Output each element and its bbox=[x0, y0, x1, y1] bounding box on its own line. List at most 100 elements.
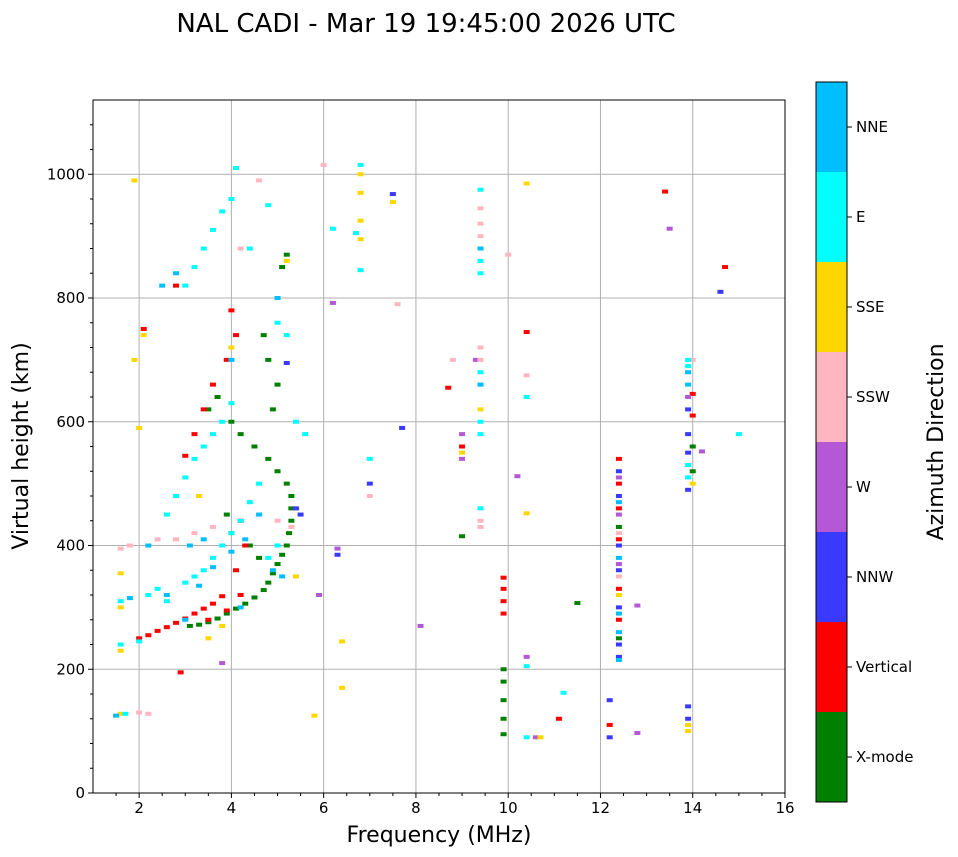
y-tick-label: 800 bbox=[56, 289, 85, 307]
data-point-x-mode bbox=[689, 469, 696, 474]
plot-area bbox=[93, 100, 785, 793]
data-point-sse bbox=[117, 571, 124, 576]
data-point-x-mode bbox=[283, 481, 290, 486]
data-point-nnw bbox=[685, 450, 692, 455]
data-point-vertical bbox=[191, 611, 198, 616]
data-point-ssw bbox=[256, 178, 263, 183]
data-point-x-mode bbox=[574, 601, 581, 606]
data-point-sse bbox=[339, 685, 346, 690]
grid-lines bbox=[93, 100, 786, 794]
data-point-vertical bbox=[615, 481, 622, 486]
data-point-nne bbox=[173, 271, 180, 276]
colorbar-segment-sse bbox=[816, 262, 847, 352]
colorbar-label: NNE bbox=[856, 118, 888, 136]
data-point-w bbox=[532, 735, 539, 740]
data-point-nnw bbox=[615, 568, 622, 573]
data-point-sse bbox=[292, 574, 299, 579]
data-point-x-mode bbox=[260, 333, 267, 338]
data-point-vertical bbox=[500, 611, 507, 616]
data-point-w bbox=[334, 546, 341, 551]
data-point-vertical bbox=[200, 407, 207, 412]
data-point-e bbox=[233, 166, 240, 171]
data-point-nnw bbox=[399, 425, 406, 430]
data-point-e bbox=[228, 197, 235, 201]
data-point-e bbox=[209, 227, 216, 232]
data-point-w bbox=[615, 475, 622, 480]
data-point-sse bbox=[357, 190, 364, 195]
data-point-ssw bbox=[209, 524, 216, 529]
data-point-e bbox=[560, 690, 567, 695]
data-point-sse bbox=[685, 722, 692, 727]
data-point-ssw bbox=[366, 494, 373, 498]
data-point-e bbox=[477, 419, 484, 424]
data-point-sse bbox=[357, 237, 364, 242]
data-point-ssw bbox=[477, 221, 484, 226]
data-point-ssw bbox=[126, 543, 133, 548]
data-point-x-mode bbox=[615, 524, 622, 529]
data-point-ssw bbox=[117, 546, 124, 551]
data-point-vertical bbox=[223, 357, 230, 362]
data-point-ssw bbox=[689, 357, 696, 362]
data-point-e bbox=[274, 320, 281, 325]
data-point-e bbox=[173, 494, 180, 498]
data-point-e bbox=[352, 231, 359, 236]
data-point-ssw bbox=[477, 206, 484, 211]
data-point-nnw bbox=[615, 494, 622, 498]
data-point-w bbox=[472, 357, 479, 362]
data-point-x-mode bbox=[251, 444, 258, 449]
data-point-vertical bbox=[205, 617, 212, 622]
data-point-nnw bbox=[366, 481, 373, 486]
data-point-x-mode bbox=[205, 407, 212, 412]
data-point-vertical bbox=[500, 599, 507, 604]
data-point-w bbox=[417, 623, 424, 628]
data-point-ssw bbox=[615, 531, 622, 536]
data-point-w bbox=[615, 562, 622, 567]
data-point-x-mode bbox=[286, 531, 293, 536]
colorbar-frame bbox=[815, 81, 848, 803]
colorbar-segment-e bbox=[816, 172, 847, 262]
data-point-e bbox=[523, 664, 530, 669]
data-point-nne bbox=[237, 605, 244, 610]
data-point-e bbox=[246, 500, 253, 505]
data-point-e bbox=[200, 246, 207, 251]
data-point-x-mode bbox=[223, 611, 230, 616]
data-point-vertical bbox=[615, 586, 622, 591]
data-point-e bbox=[219, 543, 226, 548]
data-point-x-mode bbox=[205, 620, 212, 625]
data-point-vertical bbox=[722, 265, 729, 270]
data-point-nne bbox=[228, 357, 235, 362]
data-point-vertical bbox=[606, 722, 613, 727]
data-point-e bbox=[685, 475, 692, 480]
data-point-e bbox=[477, 432, 484, 437]
data-point-w bbox=[514, 474, 521, 479]
x-tick-label: 12 bbox=[591, 799, 610, 817]
data-point-sse bbox=[117, 648, 124, 653]
data-point-ssw bbox=[145, 711, 152, 716]
data-point-nnw bbox=[685, 432, 692, 437]
data-point-x-mode bbox=[196, 622, 203, 627]
data-point-x-mode bbox=[269, 407, 276, 412]
data-point-sse bbox=[537, 735, 544, 740]
data-point-x-mode bbox=[500, 716, 507, 721]
data-point-ssw bbox=[191, 531, 198, 536]
data-point-x-mode bbox=[228, 419, 235, 424]
data-point-x-mode bbox=[242, 601, 249, 606]
data-point-vertical bbox=[662, 189, 669, 194]
data-point-nnw bbox=[615, 543, 622, 548]
data-point-sse bbox=[389, 200, 396, 205]
colorbar-segment-x-mode bbox=[816, 712, 847, 802]
data-point-sse bbox=[140, 333, 147, 338]
data-point-x-mode bbox=[274, 562, 281, 567]
data-point-vertical bbox=[136, 636, 143, 641]
y-tick-label: 0 bbox=[75, 784, 85, 802]
data-point-e bbox=[357, 162, 364, 167]
x-tick-label: 14 bbox=[683, 799, 702, 817]
data-point-x-mode bbox=[288, 494, 295, 498]
data-point-e bbox=[477, 271, 484, 276]
data-point-vertical bbox=[523, 330, 530, 335]
data-point-ssw bbox=[477, 234, 484, 239]
data-point-x-mode bbox=[246, 543, 253, 548]
data-point-x-mode bbox=[615, 636, 622, 641]
data-point-e bbox=[256, 481, 263, 486]
